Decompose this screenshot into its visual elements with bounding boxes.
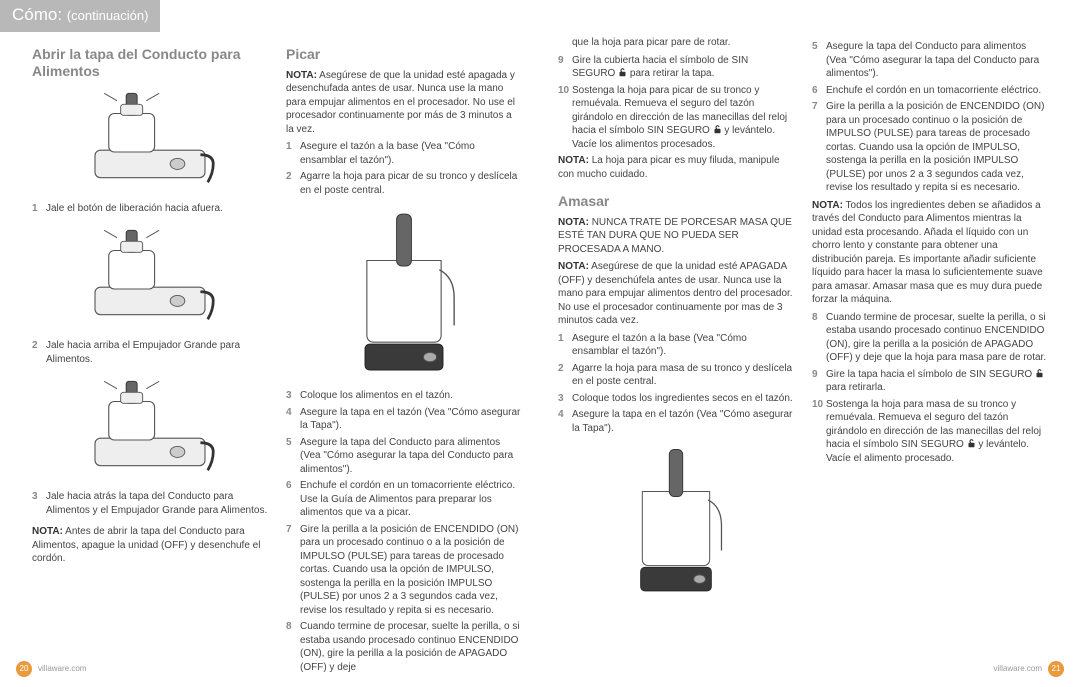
amasar-note3: NOTA: Todos los ingredientes deben se añ…	[812, 199, 1048, 307]
page-spread: Cómo: (continuación) Abrir la tapa del C…	[0, 0, 1080, 687]
amasar-note2: NOTA: Asegúrese de que la unidad esté AP…	[558, 260, 794, 328]
note-blade: NOTA: La hoja para picar es muy filuda, …	[558, 154, 794, 181]
header-title: Cómo:	[12, 5, 62, 24]
picar-s1: Asegure el tazón a la base (Vea "Cómo en…	[286, 140, 522, 167]
note-picar-top: NOTA: Asegúrese de que la unidad esté ap…	[286, 69, 522, 137]
section-title-amasar: Amasar	[558, 193, 794, 210]
amasar-s8: Cuando termine de procesar, suelte la pe…	[812, 311, 1048, 365]
footer-right: villaware.com 21	[994, 661, 1064, 677]
amasar-s1: Asegure el tazón a la base (Vea "Cómo en…	[558, 332, 794, 359]
picar-steps-3: Gire la cubierta hacia el símbolo de SIN…	[558, 54, 794, 152]
section-title-abrir: Abrir la tapa del Conducto para Alimento…	[32, 46, 268, 80]
lock-closed-icon	[1035, 369, 1044, 378]
picar-steps-2: Coloque los alimentos en el tazón. Asegu…	[286, 389, 522, 674]
caption-2: 2Jale hacia arriba el Empujador Grande p…	[32, 339, 268, 366]
picar-s2: Agarre la hoja para picar de su tronco y…	[286, 170, 522, 197]
lock-open-icon	[618, 68, 627, 77]
page-left: Cómo: (continuación) Abrir la tapa del C…	[0, 0, 540, 687]
col-amasar-a: que la hoja para picar pare de rotar. Gi…	[558, 36, 794, 676]
page-number-left: 20	[16, 661, 32, 677]
picar-steps-1: Asegure el tazón a la base (Vea "Cómo en…	[286, 140, 522, 197]
diagram-amasar-bowl	[611, 441, 741, 601]
note-abrir: NOTA: Antes de abrir la tapa del Conduct…	[32, 525, 268, 566]
lock-open-icon	[713, 125, 722, 134]
col-picar: Picar NOTA: Asegúrese de que la unidad e…	[286, 46, 522, 677]
amasar-steps-1: Asegure el tazón a la base (Vea "Cómo en…	[558, 332, 794, 436]
col-amasar-b: Asegure la tapa del Conducto para alimen…	[812, 36, 1048, 676]
footer-left: 20 villaware.com	[16, 661, 86, 677]
amasar-s7: Gire la perilla a la posición de ENCENDI…	[812, 100, 1048, 195]
col-abrir: Abrir la tapa del Conducto para Alimento…	[32, 46, 268, 677]
diagram-step3	[75, 374, 225, 484]
picar-s6: Enchufe el cordón en un tomacorriente el…	[286, 479, 522, 520]
picar-s4: Asegure la tapa en el tazón (Vea "Cómo a…	[286, 406, 522, 433]
amasar-s2: Agarre la hoja para masa de su tronco y …	[558, 362, 794, 389]
amasar-s10: Sostenga la hoja para masa de su tronco …	[812, 398, 1048, 466]
picar-s7: Gire la perilla a la posición de ENCENDI…	[286, 523, 522, 618]
amasar-s5: Asegure la tapa del Conducto para alimen…	[812, 40, 1048, 81]
diagram-step2	[75, 223, 225, 333]
footer-site-right: villaware.com	[994, 664, 1042, 675]
caption-1: 1Jale el botón de liberación hacia afuer…	[32, 202, 268, 216]
section-title-picar: Picar	[286, 46, 522, 63]
picar-s9: Gire la cubierta hacia el símbolo de SIN…	[558, 54, 794, 81]
header-bar: Cómo: (continuación)	[0, 0, 160, 32]
amasar-warn: NOTA: NUNCA TRATE DE PORCESAR MASA QUE E…	[558, 216, 794, 257]
amasar-s9: Gire la tapa hacia el símbolo de SIN SEG…	[812, 368, 1048, 395]
picar-s8: Cuando termine de procesar, suelte la pe…	[286, 620, 522, 674]
picar-s5: Asegure la tapa del Conducto para alimen…	[286, 436, 522, 477]
footer-site-left: villaware.com	[38, 664, 86, 675]
picar-cont: que la hoja para picar pare de rotar.	[558, 36, 794, 50]
header-subtitle: (continuación)	[67, 8, 149, 23]
lock-closed-icon	[967, 439, 976, 448]
amasar-s3: Coloque todos los ingredientes secos en …	[558, 392, 794, 406]
amasar-s6: Enchufe el cordón en un tomacorriente el…	[812, 84, 1048, 98]
picar-s3: Coloque los alimentos en el tazón.	[286, 389, 522, 403]
amasar-s4: Asegure la tapa en el tazón (Vea "Cómo a…	[558, 408, 794, 435]
amasar-steps-3: Cuando termine de procesar, suelte la pe…	[812, 311, 1048, 466]
picar-s10: Sostenga la hoja para picar de su tronco…	[558, 84, 794, 152]
amasar-steps-2: Asegure la tapa del Conducto para alimen…	[812, 40, 1048, 195]
diagram-picar-bowl	[339, 203, 469, 383]
page-right: que la hoja para picar pare de rotar. Gi…	[540, 0, 1080, 687]
caption-3: 3Jale hacia atrás la tapa del Conducto p…	[32, 490, 268, 517]
page-number-right: 21	[1048, 661, 1064, 677]
diagram-step1	[75, 86, 225, 196]
